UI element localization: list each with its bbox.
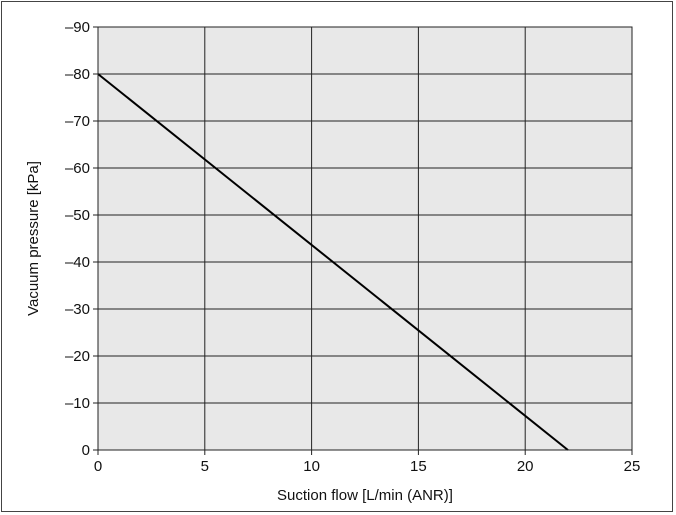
x-tick-label: 20 bbox=[517, 458, 534, 475]
x-tick-label: 5 bbox=[201, 458, 209, 475]
x-tick-label: 15 bbox=[410, 458, 427, 475]
y-tick-label: –30 bbox=[65, 301, 90, 318]
x-tick-label: 25 bbox=[624, 458, 641, 475]
x-axis-ticks: 0 5 10 15 20 25 bbox=[94, 450, 641, 475]
series-line bbox=[97, 73, 569, 451]
y-axis-ticks: 0 –10 –20 –30 –40 –50 –60 –70 –80 –90 bbox=[65, 19, 98, 459]
y-axis-label: Vacuum pressure [kPa] bbox=[25, 161, 42, 316]
plot-border bbox=[97, 26, 633, 451]
y-tick-label: –40 bbox=[65, 254, 90, 271]
series-lines bbox=[97, 73, 569, 451]
y-tick-label: –60 bbox=[65, 160, 90, 177]
y-tick-label: –20 bbox=[65, 348, 90, 365]
y-tick-label: –90 bbox=[65, 19, 90, 36]
y-tick-label: –80 bbox=[65, 66, 90, 83]
x-axis-label: Suction flow [L/min (ANR)] bbox=[277, 487, 453, 504]
plot-area bbox=[98, 27, 632, 450]
y-tick-label: 0 bbox=[82, 442, 90, 459]
y-tick-label: –70 bbox=[65, 113, 90, 130]
y-tick-label: –50 bbox=[65, 207, 90, 224]
x-tick-label: 10 bbox=[303, 458, 320, 475]
y-tick-label: –10 bbox=[65, 395, 90, 412]
x-tick-label: 0 bbox=[94, 458, 102, 475]
